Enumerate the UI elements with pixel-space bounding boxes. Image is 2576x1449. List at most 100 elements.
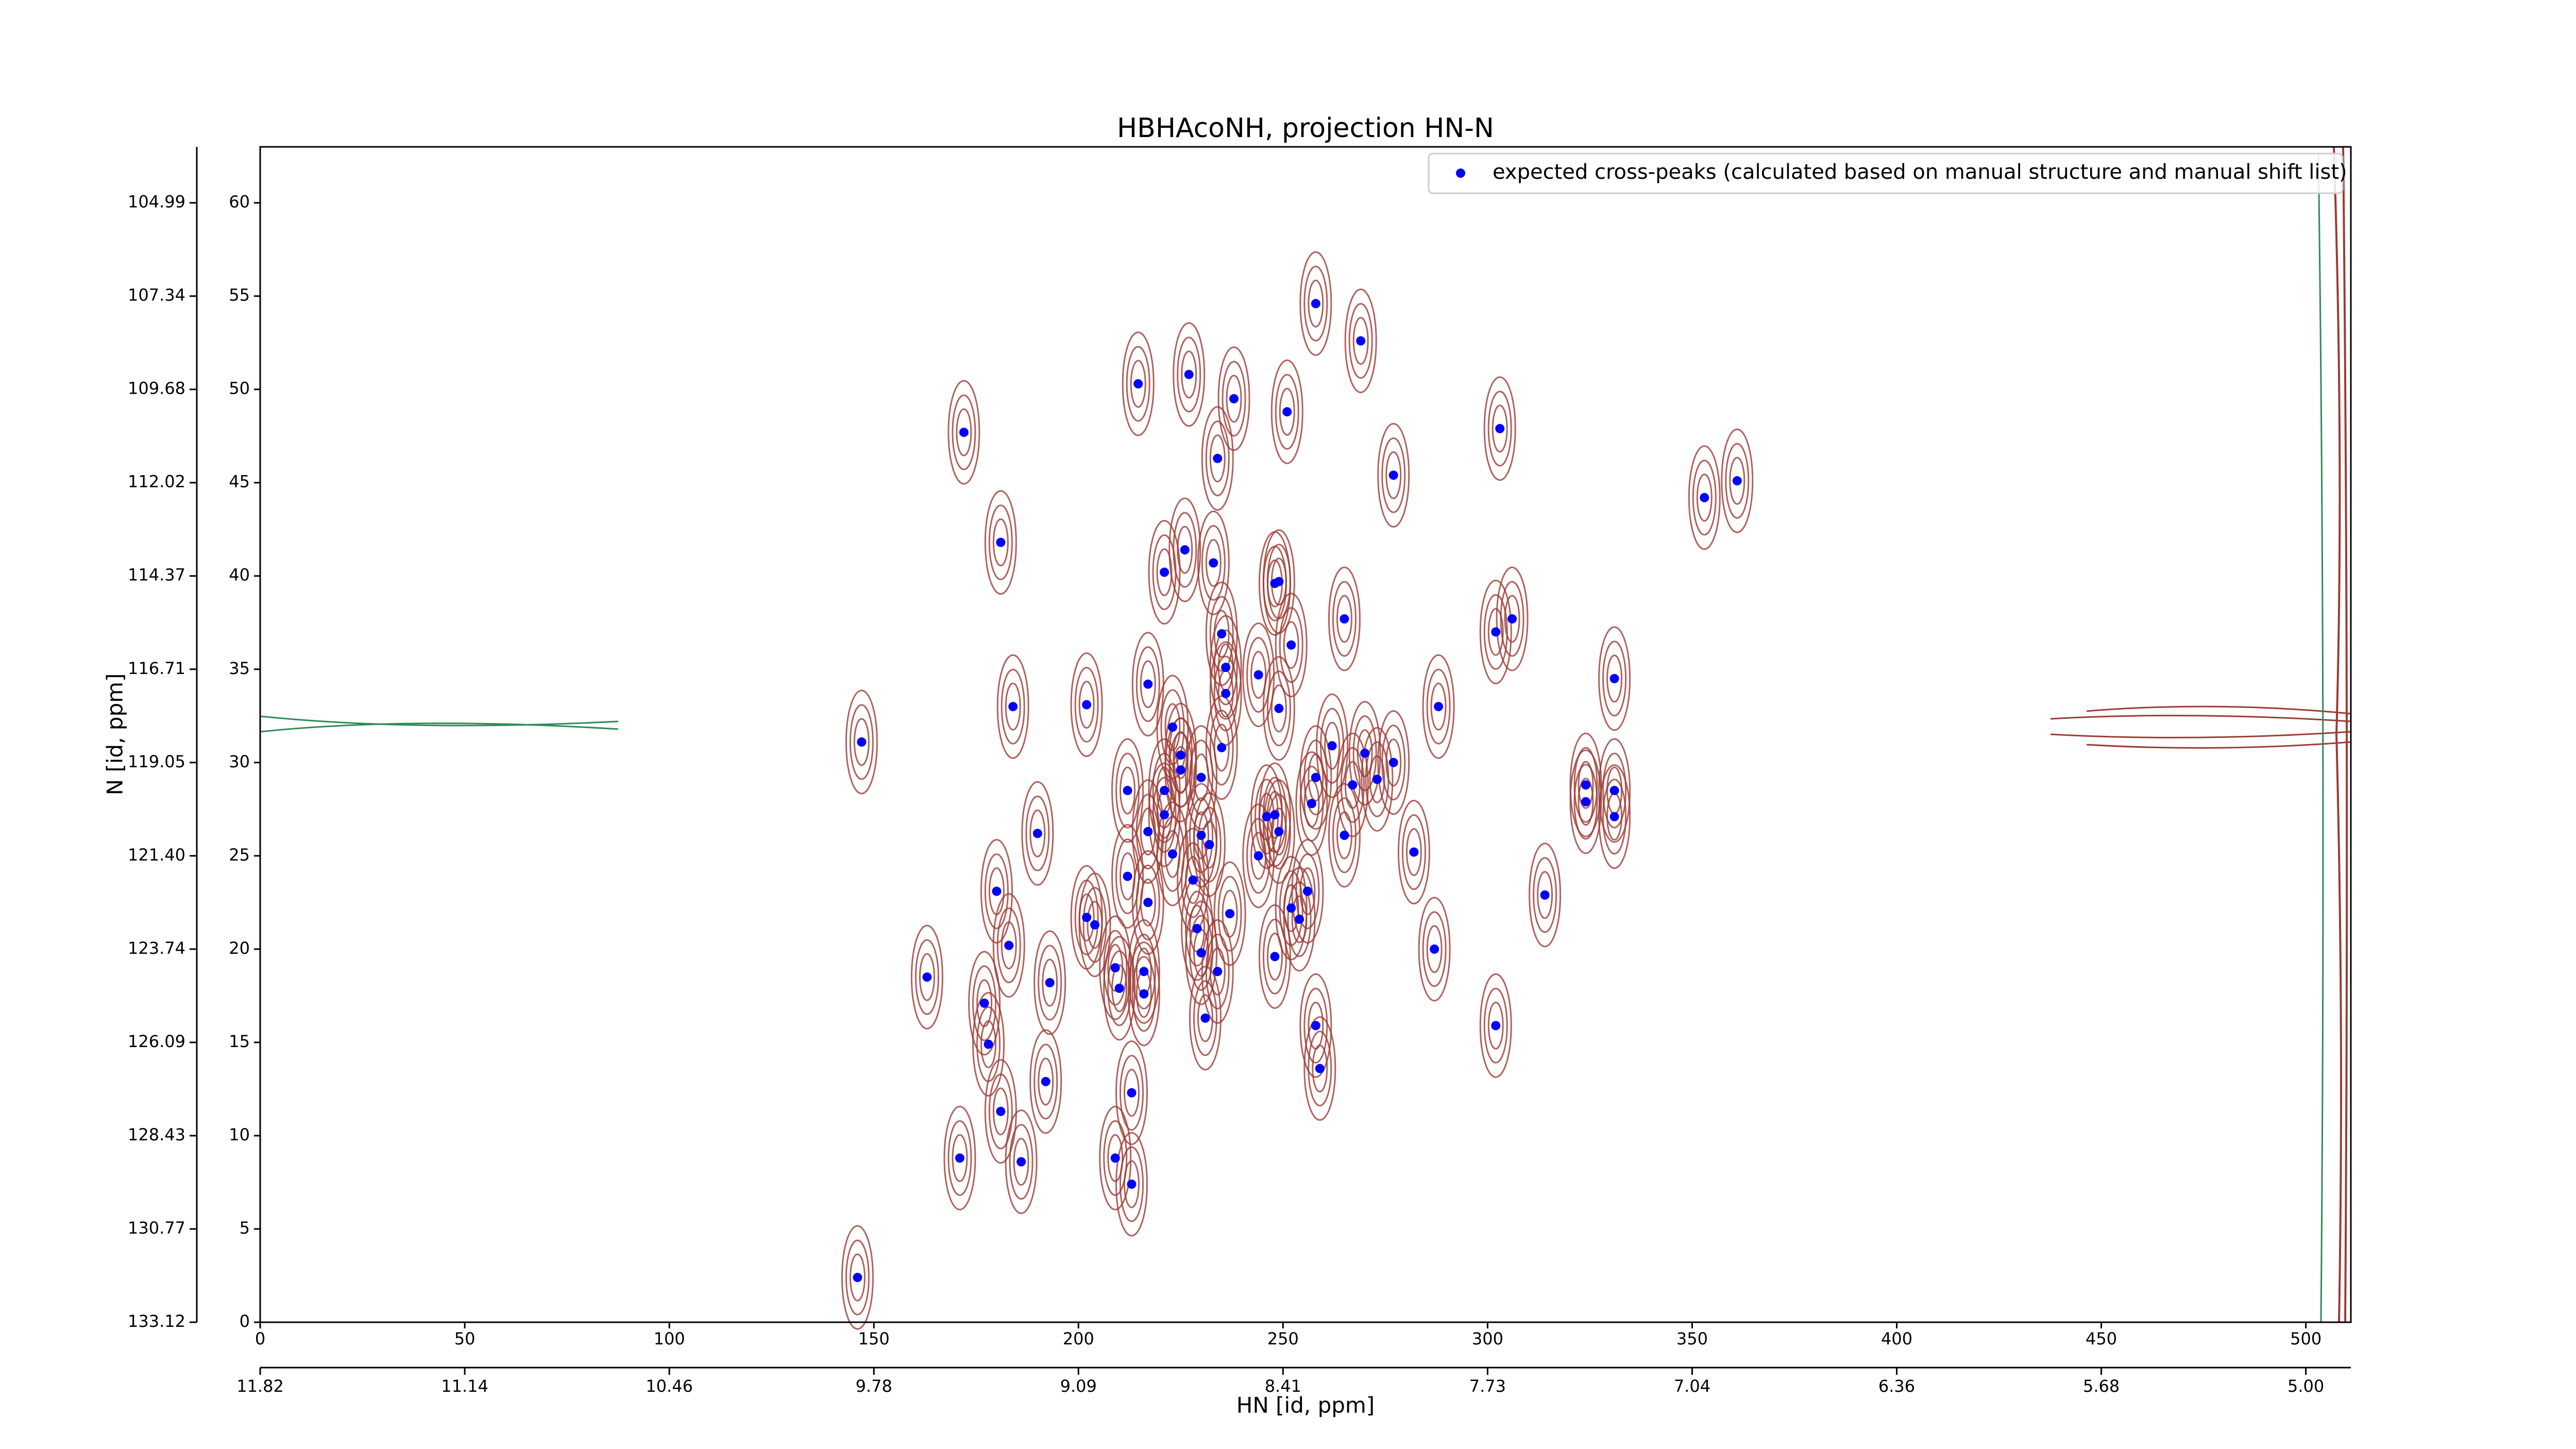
- contour: [1504, 595, 1520, 643]
- y-tick-label: 20: [229, 938, 250, 958]
- peak-marker: [1253, 851, 1263, 861]
- y-tick-label: 0: [240, 1311, 250, 1331]
- ridge-decoration: [2050, 705, 2351, 749]
- peak-marker: [1188, 875, 1198, 885]
- contour: [1332, 797, 1357, 873]
- peak-marker: [1004, 940, 1014, 950]
- contour: [1156, 801, 1189, 906]
- contour: [1205, 538, 1222, 587]
- y-axis-label: N [id, ppm]: [103, 673, 128, 796]
- peak-marker: [996, 537, 1006, 547]
- contour: [1401, 814, 1426, 890]
- contour: [1487, 1001, 1504, 1050]
- contour: [1115, 1040, 1148, 1145]
- contour: [984, 490, 1017, 595]
- contour: [1189, 739, 1213, 816]
- peak-marker: [1127, 1088, 1137, 1098]
- peak-marker: [959, 427, 969, 437]
- contour: [1598, 626, 1631, 731]
- y2-tick-label: 133.12: [128, 1311, 185, 1331]
- contour: [1209, 596, 1234, 672]
- contour: [1279, 387, 1295, 436]
- contour: [1721, 428, 1754, 533]
- contour: [1070, 652, 1103, 757]
- contour: [1185, 856, 1201, 904]
- contour: [1078, 681, 1095, 729]
- contour: [972, 965, 997, 1041]
- contour: [1308, 279, 1324, 328]
- contour: [1038, 945, 1062, 1021]
- contour: [1266, 932, 1283, 981]
- contour: [1308, 1031, 1332, 1107]
- contour: [1418, 897, 1451, 1002]
- contour: [952, 394, 976, 470]
- contour: [996, 654, 1029, 759]
- contour: [1136, 646, 1160, 722]
- peak-marker: [1356, 336, 1366, 346]
- x2-tick-label: 5.00: [2287, 1376, 2324, 1396]
- legend-label: expected cross-peaks (calculated based o…: [1493, 160, 2347, 184]
- contour: [1226, 375, 1242, 423]
- contour: [1181, 350, 1197, 399]
- peak-marker: [1139, 967, 1149, 976]
- contour: [1181, 842, 1206, 918]
- contour: [1573, 747, 1598, 823]
- contour: [1136, 864, 1160, 940]
- contour: [984, 1059, 1017, 1164]
- contour: [1250, 651, 1267, 699]
- contour: [1001, 668, 1025, 745]
- x-tick-label: 450: [2086, 1329, 2117, 1349]
- contour: [1164, 717, 1197, 822]
- contour: [1422, 654, 1455, 759]
- contour: [947, 380, 980, 485]
- x-tick-label: 350: [1676, 1329, 1708, 1349]
- contour: [1246, 818, 1271, 894]
- contour: [1270, 359, 1303, 464]
- peak-marker: [1127, 1180, 1137, 1189]
- contour: [1242, 803, 1275, 908]
- contour: [1275, 593, 1308, 698]
- contour: [1279, 607, 1303, 683]
- contour: [1168, 732, 1193, 808]
- peak-marker: [1160, 786, 1170, 796]
- contour: [1348, 303, 1373, 379]
- peak-marker: [1176, 765, 1185, 775]
- legend: expected cross-peaks (calculated based o…: [1428, 153, 2347, 194]
- contour: [1602, 779, 1627, 855]
- contour: [1217, 875, 1242, 952]
- peak-marker: [1180, 545, 1190, 555]
- contour: [1205, 420, 1230, 497]
- contour: [1217, 346, 1250, 451]
- contour: [1725, 443, 1750, 519]
- contour: [992, 1087, 1009, 1136]
- contour: [1483, 987, 1508, 1064]
- contour: [1262, 545, 1287, 621]
- contour: [1197, 806, 1222, 883]
- y-tick-label: 45: [229, 472, 250, 492]
- contour: [1283, 621, 1299, 669]
- y2-tick-label: 123.74: [128, 938, 185, 958]
- peak-marker: [955, 1153, 964, 1163]
- contour: [1119, 1055, 1144, 1131]
- contour: [1299, 251, 1332, 356]
- contour: [1201, 525, 1226, 601]
- contour: [1025, 795, 1050, 871]
- contour: [1126, 346, 1150, 422]
- contour: [1328, 783, 1361, 888]
- peak-marker: [1609, 786, 1619, 796]
- contour: [1369, 755, 1385, 803]
- x2-tick-label: 7.04: [1674, 1376, 1710, 1396]
- contour: [1123, 1069, 1140, 1117]
- peak-marker: [1434, 702, 1444, 712]
- peak-marker: [1286, 903, 1296, 913]
- x2-tick-label: 10.46: [646, 1376, 693, 1396]
- peak-marker: [1495, 424, 1505, 433]
- contour: [1181, 876, 1214, 981]
- contour: [1127, 941, 1160, 1047]
- x-tick-label: 400: [1881, 1329, 1912, 1349]
- contour: [947, 1120, 972, 1196]
- peak-marker: [1200, 1013, 1210, 1023]
- contour: [1103, 936, 1136, 1041]
- plot-frame: [259, 146, 2352, 1323]
- peak-marker: [1274, 703, 1284, 713]
